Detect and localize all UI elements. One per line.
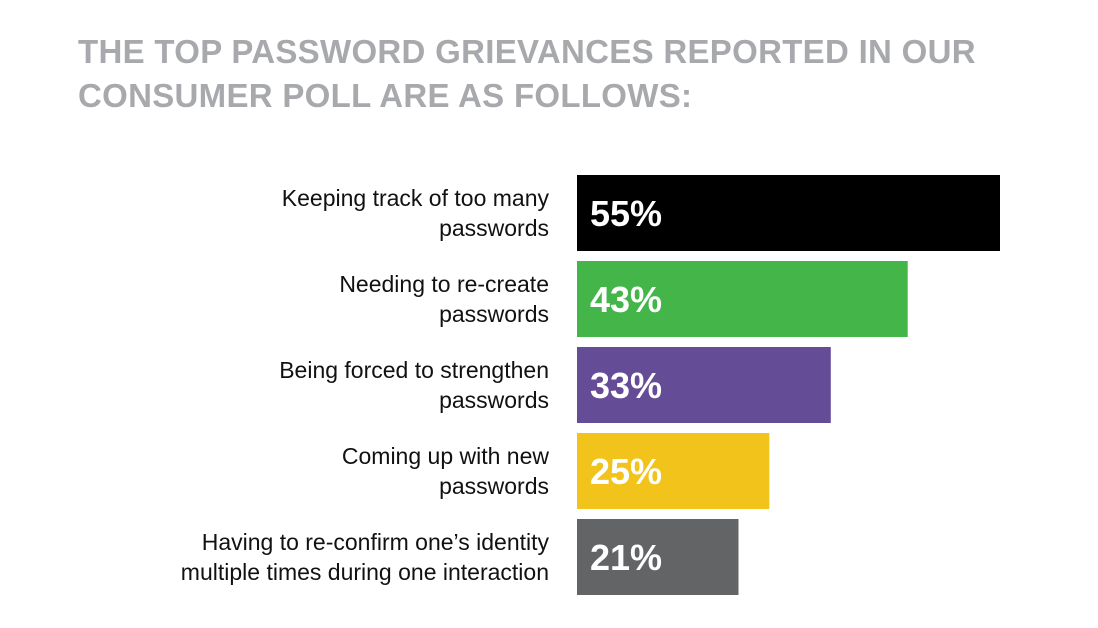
- bar-2: [577, 261, 908, 337]
- bar-group-4: 25% Coming up with new passwords: [342, 433, 770, 509]
- bar-value-label-1: 55%: [590, 193, 662, 234]
- bar-value-label-2: 43%: [590, 279, 662, 320]
- bar-value-label-5: 21%: [590, 537, 662, 578]
- category-label-1-line-1: Keeping track of too many: [282, 185, 550, 211]
- bar-5: [577, 519, 739, 595]
- category-label-3-line-1: Being forced to strengthen: [279, 357, 549, 383]
- bar-3: [577, 347, 831, 423]
- bar-group-2: 43% Needing to re-create passwords: [339, 261, 908, 337]
- bar-value-label-4: 25%: [590, 451, 662, 492]
- chart-title: THE TOP PASSWORD GRIEVANCES REPORTED IN …: [78, 30, 1058, 118]
- category-label-3-line-2: passwords: [439, 387, 549, 413]
- category-label-5-line-1: Having to re-confirm one’s identity: [202, 529, 550, 555]
- bar-group-1: 55% Keeping track of too many passwords: [282, 175, 1000, 251]
- category-label-4-line-1: Coming up with new: [342, 443, 549, 469]
- bar-1: [577, 175, 1000, 251]
- category-label-2-line-2: passwords: [439, 301, 549, 327]
- category-label-2-line-1: Needing to re-create: [339, 271, 549, 297]
- category-label-1-line-2: passwords: [439, 215, 549, 241]
- category-label-4-line-2: passwords: [439, 473, 549, 499]
- chart-title-line-1: THE TOP PASSWORD GRIEVANCES REPORTED IN …: [78, 33, 976, 70]
- category-label-5-line-2: multiple times during one interaction: [181, 559, 549, 585]
- bar-group-3: 33% Being forced to strengthen passwords: [279, 347, 831, 423]
- bar-value-label-3: 33%: [590, 365, 662, 406]
- bar-4: [577, 433, 770, 509]
- bar-group-5: 21% Having to re-confirm one’s identity mu…: [181, 519, 739, 595]
- chart-title-line-2: CONSUMER POLL ARE AS FOLLOWS:: [78, 77, 693, 114]
